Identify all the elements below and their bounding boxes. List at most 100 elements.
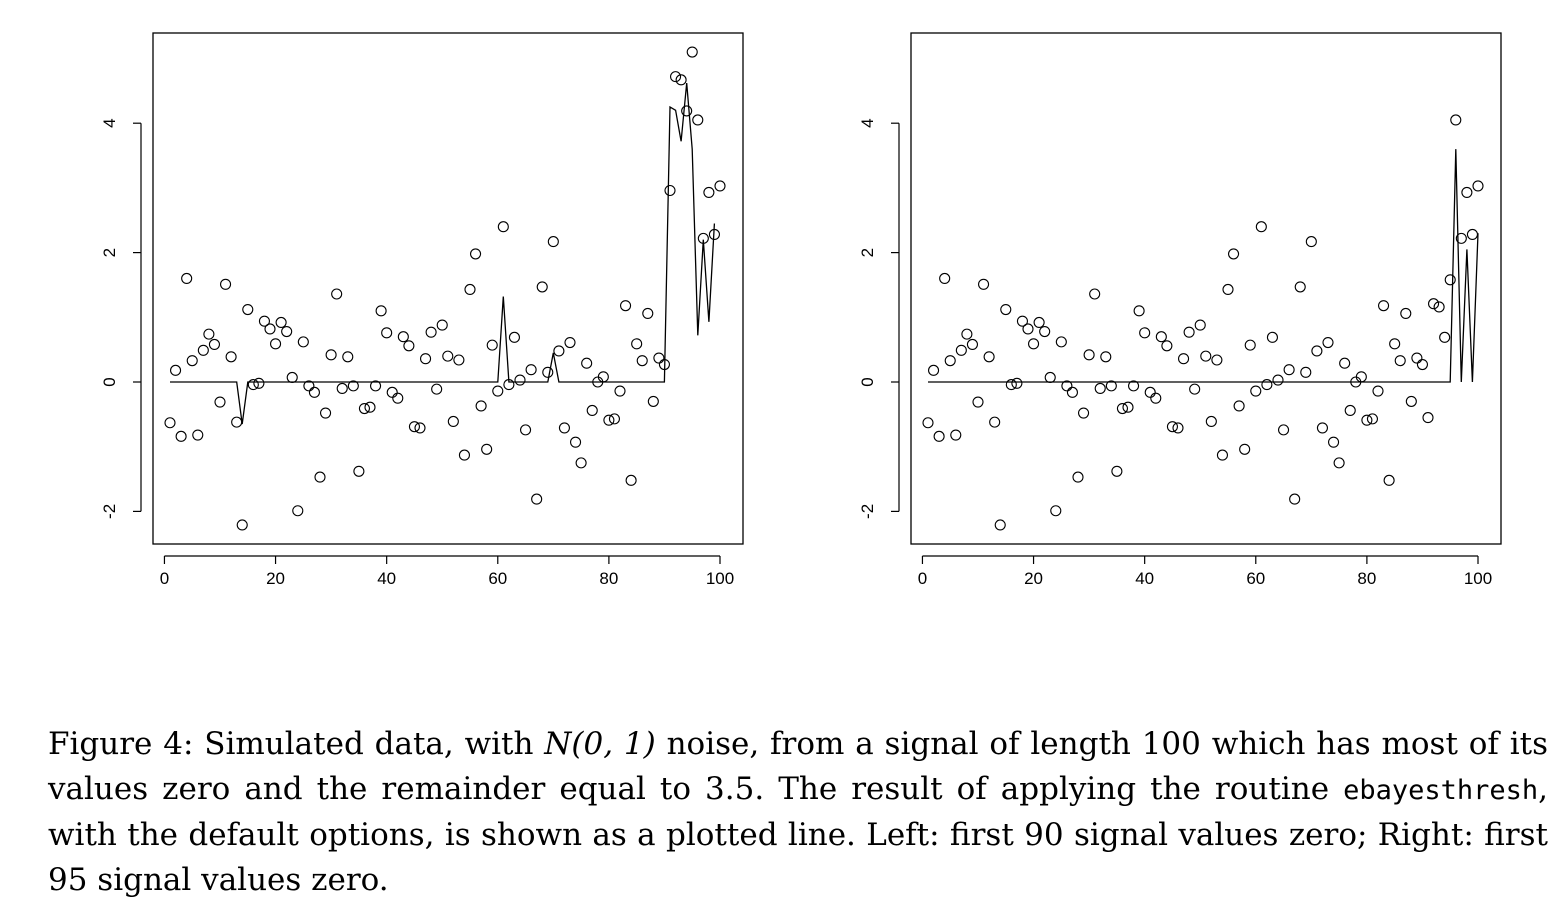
data-point (1266, 331, 1278, 343)
data-point (1233, 400, 1245, 412)
data-point (336, 382, 348, 395)
data-point (381, 327, 393, 339)
data-point (1172, 422, 1184, 434)
right-panel: 0 20 40 60 80 100 -2 0 2 4 (858, 32, 1502, 588)
plot-frame (152, 32, 744, 545)
data-point (1289, 493, 1301, 505)
data-point (603, 414, 615, 426)
data-point (955, 344, 967, 356)
y-tick-label: 4 (100, 118, 119, 127)
x-tick-label: 60 (1246, 569, 1265, 588)
data-point (978, 278, 990, 290)
data-point (1422, 412, 1434, 424)
data-point (1016, 315, 1028, 327)
data-point (1133, 305, 1145, 317)
data-point (1255, 221, 1267, 233)
data-point (1155, 331, 1167, 343)
data-point (1055, 336, 1067, 348)
data-point (664, 184, 676, 197)
data-point (325, 349, 337, 361)
x-tick-label: 100 (1464, 569, 1492, 588)
data-point (436, 319, 448, 331)
data-point (1339, 357, 1351, 369)
data-point (181, 272, 193, 285)
data-point (481, 443, 493, 455)
figure-caption: Figure 4: Simulated data, with N(0, 1) n… (48, 722, 1548, 903)
data-point (597, 371, 609, 383)
y-tick-label: 4 (858, 118, 877, 127)
data-point (370, 380, 382, 392)
data-point (944, 355, 956, 367)
data-point (653, 352, 665, 364)
data-point (236, 519, 248, 531)
data-point (1305, 236, 1317, 248)
caption-middle: noise, from a signal of length 100 which… (48, 726, 1548, 807)
data-point (1000, 303, 1012, 316)
data-point (1344, 404, 1356, 417)
data-point (431, 383, 443, 395)
data-point (247, 379, 259, 391)
data-point (1378, 300, 1390, 312)
data-point (1100, 351, 1112, 363)
data-point (525, 364, 537, 376)
data-point (1272, 374, 1284, 386)
data-point (425, 326, 437, 338)
data-point (497, 221, 509, 233)
data-point (231, 416, 243, 428)
data-point (320, 407, 332, 419)
data-point (636, 355, 648, 367)
x-tick-label: 0 (918, 569, 927, 588)
data-point (1300, 366, 1312, 378)
data-point (708, 228, 720, 241)
data-point (631, 338, 643, 350)
data-point (270, 338, 282, 350)
y-tick-label: 0 (100, 377, 119, 386)
data-point (686, 46, 698, 58)
data-point (503, 379, 515, 391)
data-point (1022, 323, 1034, 335)
data-point (1144, 386, 1156, 398)
data-point (420, 353, 432, 365)
data-point (614, 385, 626, 397)
data-point (1150, 392, 1162, 404)
data-point (1228, 248, 1240, 260)
data-point (1005, 379, 1017, 391)
data-point (397, 331, 409, 343)
data-point (542, 366, 554, 378)
data-point (1439, 331, 1451, 343)
data-point (470, 248, 482, 260)
data-point (453, 354, 465, 366)
data-point (994, 519, 1006, 531)
data-point (281, 325, 293, 338)
data-point (1405, 395, 1417, 407)
caption-prefix: Figure 4: Simulated data, with (48, 726, 545, 762)
y-tick-label: 2 (100, 248, 119, 257)
x-tick-label: 100 (706, 569, 734, 588)
data-point (403, 340, 415, 352)
data-point (242, 303, 254, 316)
x-tick-label: 0 (160, 569, 169, 588)
data-point (1428, 298, 1440, 310)
data-point (508, 331, 520, 343)
data-point (681, 105, 693, 117)
data-point (197, 344, 209, 356)
data-point (581, 357, 593, 369)
data-point (1472, 180, 1484, 192)
data-point (670, 71, 682, 83)
data-point (392, 392, 404, 404)
data-point (1322, 336, 1334, 349)
fitted-line (170, 83, 716, 425)
data-point (1222, 283, 1234, 296)
data-point (928, 364, 940, 376)
data-point (1211, 354, 1223, 366)
data-point (492, 385, 504, 397)
data-point (1028, 338, 1040, 350)
data-point (308, 386, 320, 398)
data-point (642, 307, 654, 319)
data-point (1183, 326, 1195, 338)
data-point (586, 404, 598, 417)
data-point (1066, 386, 1078, 398)
data-point (1189, 383, 1201, 395)
x-tick-label: 40 (377, 569, 396, 588)
data-point (1178, 353, 1190, 365)
